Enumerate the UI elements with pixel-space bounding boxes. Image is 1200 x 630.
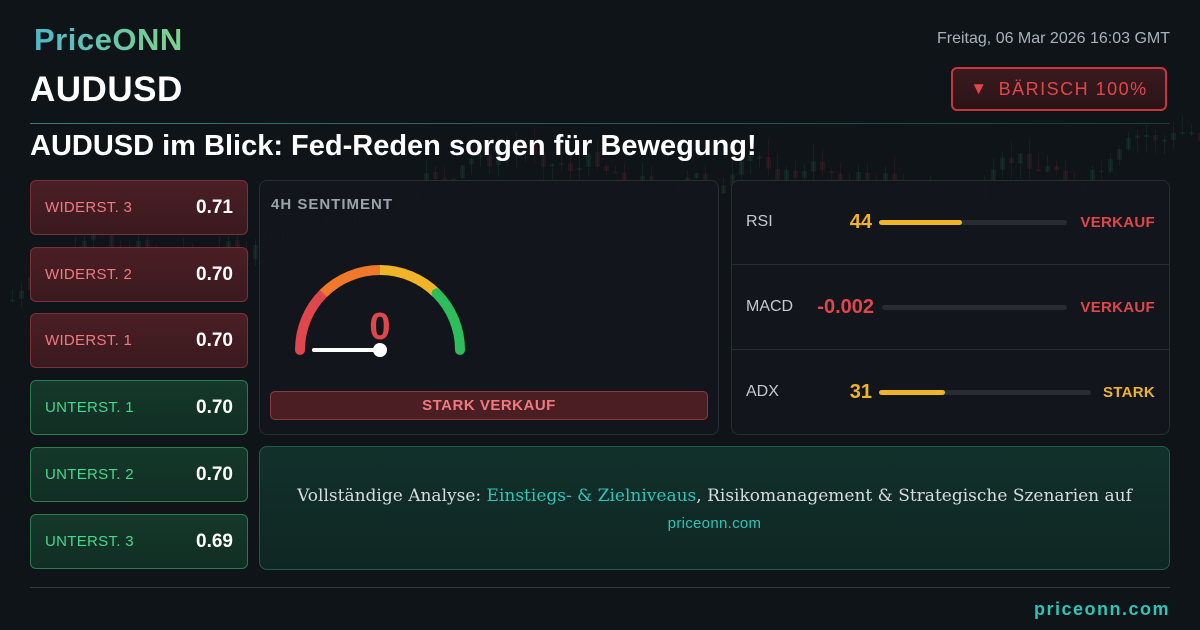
indicator-value: 31	[849, 380, 872, 403]
level-label: WIDERST. 3	[45, 199, 133, 216]
level-label: UNTERST. 1	[45, 399, 134, 416]
bias-label: BÄRISCH 100%	[998, 78, 1148, 99]
sentiment-gauge	[294, 264, 466, 357]
indicator-rsi: RSI 44 VERKAUF	[732, 180, 1169, 265]
footer-divider	[30, 587, 1170, 588]
indicator-name: ADX	[746, 383, 779, 400]
cta-panel	[259, 446, 1170, 570]
logo: PriceONN	[34, 22, 183, 57]
level-value: 0.70	[196, 263, 233, 285]
level-value: 0.70	[196, 329, 233, 351]
sentiment-label: STARK VERKAUF	[270, 391, 708, 420]
bias-badge: ▼ BÄRISCH 100%	[951, 67, 1167, 111]
cta-link[interactable]: priceonn.com	[667, 515, 762, 532]
indicator-value: 44	[849, 210, 872, 233]
gauge-arc-red	[294, 288, 329, 355]
indicator-name: MACD	[746, 298, 794, 315]
indicator-name: RSI	[746, 213, 773, 230]
level-label: UNTERST. 3	[45, 533, 134, 550]
level-resistance-2: WIDERST. 2 0.70	[30, 247, 248, 302]
indicator-bar	[879, 389, 1091, 395]
gauge-arc-yellow	[379, 264, 441, 298]
level-support-3: UNTERST. 3 0.69	[30, 514, 248, 569]
level-value: 0.71	[196, 196, 233, 218]
level-support-1: UNTERST. 1 0.70	[30, 380, 248, 435]
indicator-signal: VERKAUF	[1080, 298, 1155, 316]
level-resistance-1: WIDERST. 1 0.70	[30, 313, 248, 368]
sentiment-title: 4H SENTIMENT	[271, 196, 394, 213]
level-resistance-3: WIDERST. 3 0.71	[30, 180, 248, 235]
triangle-down-icon: ▼	[970, 79, 989, 98]
indicator-signal: VERKAUF	[1080, 213, 1155, 231]
indicator-bar-fill	[879, 389, 945, 395]
level-value: 0.70	[196, 396, 233, 418]
symbol-title: AUDUSD	[30, 70, 183, 109]
sentiment-value: 0	[369, 306, 391, 348]
indicator-adx: ADX 31 STARK	[732, 350, 1169, 434]
headline: AUDUSD im Blick: Fed-Reden sorgen für Be…	[30, 130, 757, 162]
cta-suffix: , Risikomanagement & Strategische Szenar…	[696, 486, 1132, 506]
datetime: Freitag, 06 Mar 2026 16:03 GMT	[937, 30, 1170, 47]
divider	[30, 123, 1170, 124]
footer-link[interactable]: priceonn.com	[1033, 599, 1170, 619]
gauge-needle-hub	[373, 343, 387, 357]
indicator-bar-fill	[879, 219, 962, 225]
indicator-signal: STARK	[1102, 383, 1155, 401]
level-support-2: UNTERST. 2 0.70	[30, 447, 248, 502]
indicator-value: -0.002	[817, 295, 874, 318]
gauge-arc-orange	[319, 264, 381, 298]
indicator-bar	[882, 304, 1067, 310]
cta-prefix: Vollständige Analyse:	[297, 486, 487, 506]
gauge-arc-green	[431, 288, 466, 355]
level-label: WIDERST. 2	[45, 266, 133, 283]
level-value: 0.69	[196, 530, 233, 552]
indicator-macd: MACD -0.002 VERKAUF	[732, 265, 1169, 350]
cta-text: Vollständige Analyse: Einstiegs- & Zieln…	[259, 486, 1170, 506]
cta-highlight-link[interactable]: Einstiegs- & Zielniveaus	[486, 486, 697, 506]
indicator-bar	[879, 219, 1067, 225]
level-label: UNTERST. 2	[45, 466, 134, 483]
level-value: 0.70	[196, 463, 233, 485]
level-label: WIDERST. 1	[45, 332, 133, 349]
